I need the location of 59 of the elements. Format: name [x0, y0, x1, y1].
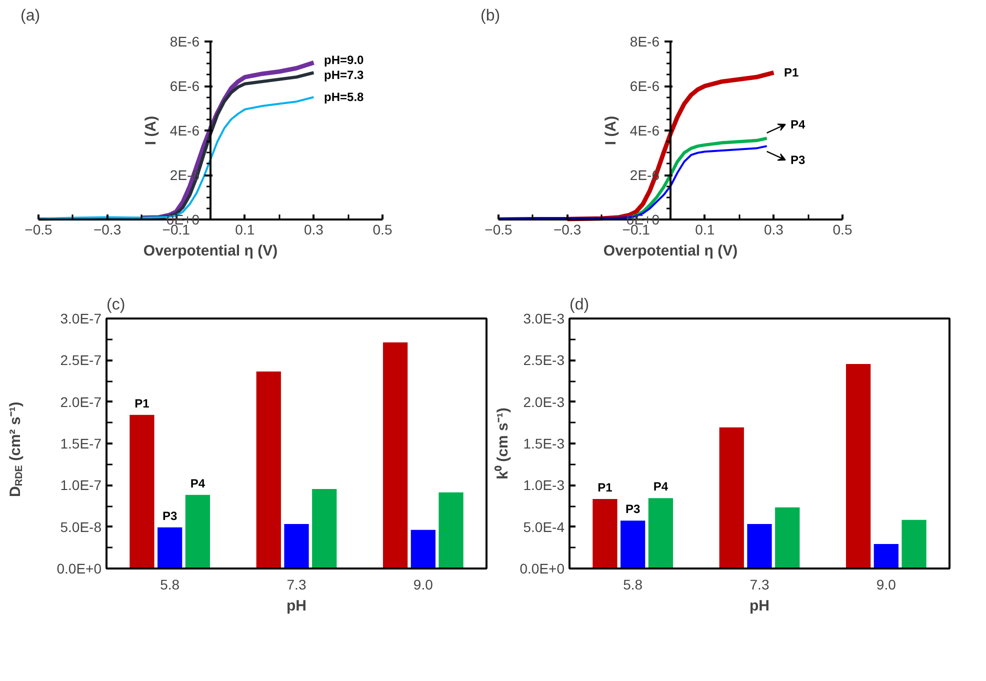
x-tick-label: −0.5 — [484, 222, 513, 238]
x-tick-label: −0.3 — [553, 222, 582, 238]
y-tick-label: 5.0E-8 — [60, 518, 102, 535]
x-tick-label: 9.0 — [876, 576, 896, 592]
y-tick-label: 4E-6 — [630, 122, 660, 138]
y-tick-label: 2.5E-3 — [523, 352, 565, 368]
chart-title: (c) — [106, 296, 126, 314]
y-axis-title: I (A) — [602, 116, 620, 146]
x-axis-title: Overpotential η (V) — [143, 242, 278, 260]
x-tick-label: 0.3 — [764, 222, 784, 238]
series-label: P1 — [598, 480, 613, 494]
y-tick-label: 1.0E-3 — [523, 477, 565, 494]
y-tick-label: 3.0E-7 — [60, 310, 102, 326]
x-tick-label: 5.8 — [160, 576, 180, 592]
y-tick-label: 8E-6 — [170, 34, 200, 50]
x-tick-label: 0.5 — [372, 222, 392, 238]
y-tick-label: 2.0E-3 — [523, 394, 565, 410]
chart-title: (d) — [570, 296, 590, 314]
chart-title: (b) — [480, 8, 500, 24]
x-tick-label: −0.5 — [24, 222, 53, 238]
y-tick-label: 6E-6 — [170, 78, 200, 94]
x-tick-label: 0.1 — [235, 222, 255, 238]
x-tick-label: −0.3 — [93, 222, 122, 238]
x-tick-label: 0.1 — [695, 222, 715, 238]
series-label: P4 — [653, 480, 668, 494]
x-axis-title: pH — [286, 598, 306, 614]
y-tick-label: 8E-6 — [630, 34, 660, 50]
y-tick-label: 1.0E-7 — [60, 477, 102, 494]
series-label: P3 — [162, 508, 178, 523]
chart-title: (a) — [20, 8, 40, 24]
x-axis-title: Overpotential η (V) — [603, 242, 738, 260]
x-tick-label: 0.5 — [832, 222, 852, 238]
series-label: pH=5.8 — [324, 90, 364, 104]
series-label: P1 — [784, 66, 800, 80]
series-label: P1 — [134, 396, 150, 410]
text: P3 — [790, 152, 806, 167]
text: P4 — [790, 117, 806, 132]
y-tick-label: 2.0E-7 — [60, 394, 102, 410]
x-tick-label: 7.3 — [286, 576, 306, 592]
y-axis-title: I (A) — [142, 116, 160, 146]
x-tick-label: 0.3 — [304, 222, 324, 238]
y-tick-label: 4E-6 — [170, 122, 200, 138]
x-tick-label: 9.0 — [413, 576, 434, 592]
series-label: pH=7.3 — [324, 68, 364, 82]
series-label: P4 — [190, 476, 206, 490]
y-tick-label: 5.0E-4 — [523, 518, 565, 535]
x-axis-title: pH — [750, 598, 770, 614]
x-tick-label: 7.3 — [750, 576, 770, 592]
y-axis-title: k⁰ (cm s⁻¹) — [494, 408, 512, 480]
x-tick-label: 5.8 — [623, 576, 643, 592]
y-tick-label: 1.5E-7 — [60, 436, 102, 452]
series-label: pH=9.0 — [324, 53, 364, 68]
y-tick-label: 3.0E-3 — [523, 310, 565, 326]
y-tick-label: 0.0E+0 — [520, 560, 565, 576]
y-tick-label: 2.5E-7 — [60, 352, 102, 368]
y-tick-label: 1.5E-3 — [523, 436, 565, 452]
y-tick-label: 0.0E+0 — [56, 560, 102, 576]
series-label: P3 — [625, 502, 640, 516]
y-tick-label: 6E-6 — [630, 78, 660, 94]
